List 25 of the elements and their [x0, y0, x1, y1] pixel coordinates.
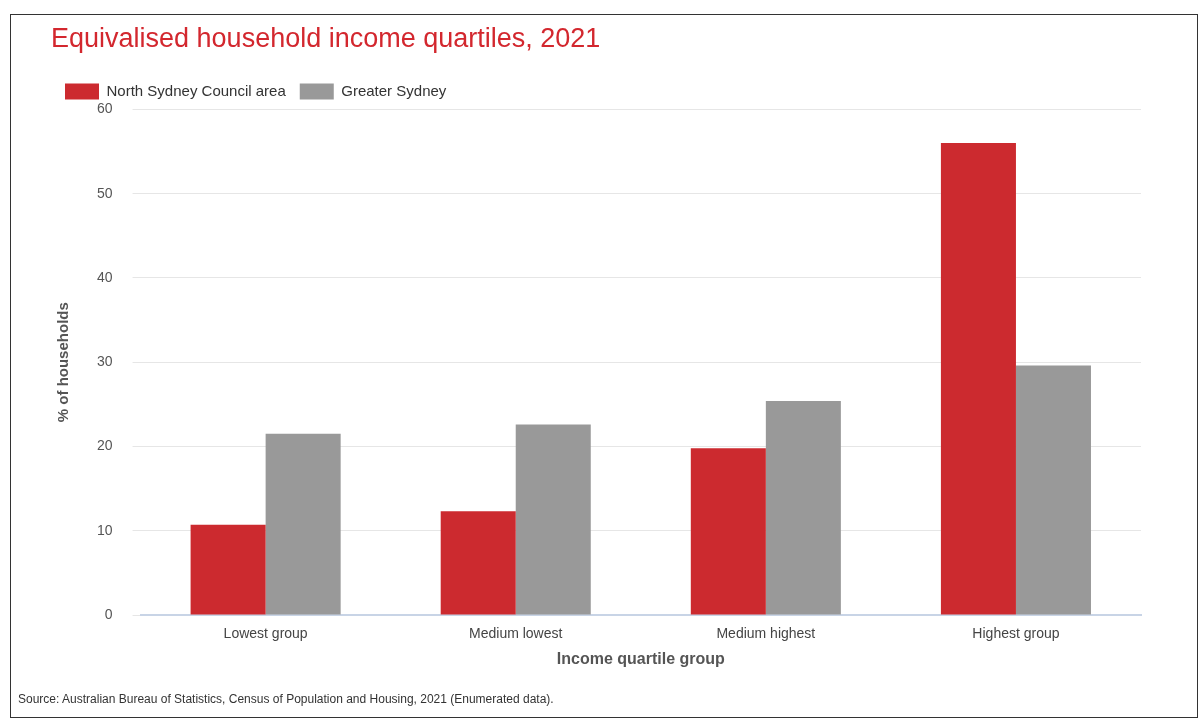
x-tick-label: Lowest group [223, 625, 308, 642]
bar [690, 448, 766, 615]
x-axis-title: Income quartile group [556, 649, 726, 667]
bar [1015, 365, 1091, 615]
bar [190, 524, 266, 615]
bar [515, 424, 591, 615]
y-tick-label: 50 [96, 184, 113, 201]
y-tick-label: 40 [96, 268, 113, 285]
source-note: Source: Australian Bureau of Statistics, Census of Population and Housing, 2021 (Enumerated data). [18, 692, 554, 706]
legend-label: North Sydney Council area [106, 81, 287, 99]
y-axis-title: % of households [54, 302, 72, 423]
y-tick-label: 10 [96, 521, 113, 538]
x-tick-label: Medium highest [716, 625, 816, 642]
y-tick-label: 30 [96, 353, 113, 370]
bar [440, 511, 516, 615]
chart-title: Equivalised household income quartiles, 2021 [51, 22, 601, 53]
bar [940, 143, 1016, 615]
y-tick-label: 0 [104, 605, 113, 622]
bar [265, 433, 341, 615]
legend-label: Greater Sydney [341, 81, 447, 99]
y-tick-label: 60 [96, 100, 113, 117]
x-tick-label: Medium lowest [469, 625, 563, 642]
bar [765, 400, 841, 615]
y-tick-label: 20 [96, 437, 113, 454]
x-tick-label: Highest group [972, 625, 1060, 642]
